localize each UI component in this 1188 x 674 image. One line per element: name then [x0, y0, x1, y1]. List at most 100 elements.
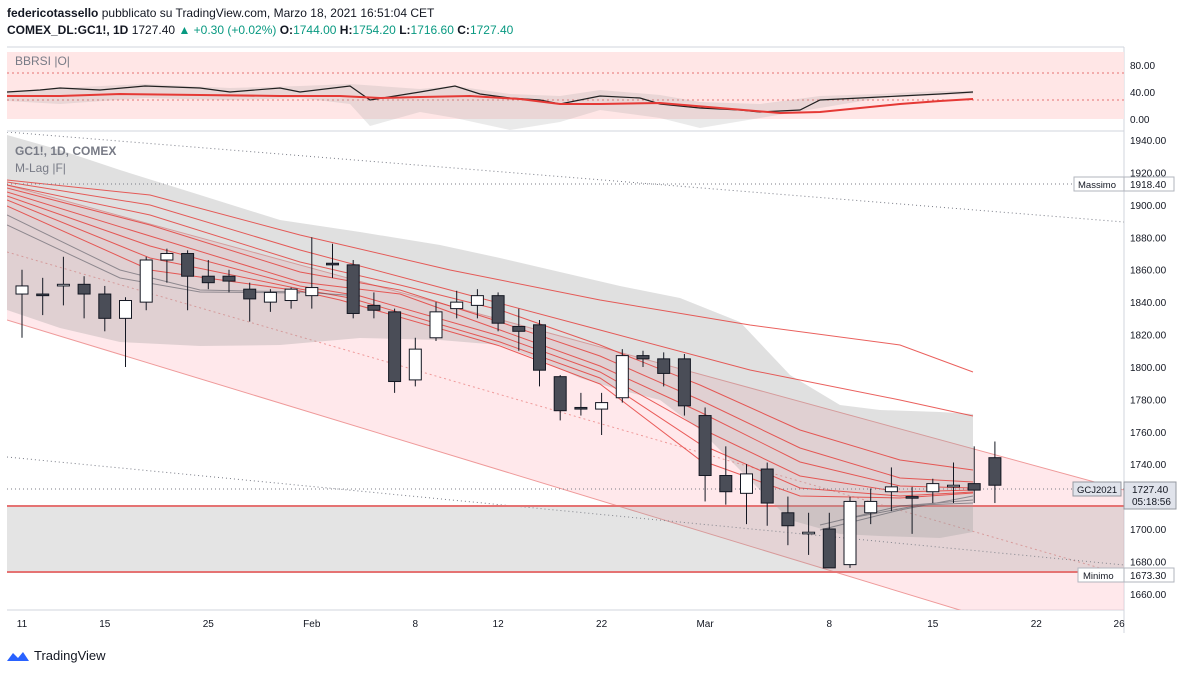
price-tick: 1660.00 — [1130, 590, 1167, 601]
price-tick: 1760.00 — [1130, 428, 1167, 439]
candle[interactable] — [615, 349, 629, 403]
candle[interactable] — [884, 467, 898, 512]
candle-body — [77, 283, 91, 295]
candle[interactable] — [947, 462, 960, 504]
price-tag: 1727.40 — [1132, 485, 1169, 496]
candle[interactable] — [77, 276, 91, 319]
candle-body — [491, 295, 505, 324]
candle[interactable] — [533, 319, 546, 387]
main-y-ticks: 1940.00 1920.00 1900.00 1880.00 1860.00 1840.… — [1130, 136, 1167, 601]
candle[interactable] — [36, 277, 50, 316]
time-tick: 11 — [17, 619, 28, 630]
candle[interactable] — [698, 407, 712, 502]
candle[interactable] — [905, 486, 919, 534]
minimo-label: Minimo — [1083, 571, 1114, 582]
candle[interactable] — [491, 292, 505, 332]
bbrsi-ticks: 80.00 40.00 0.00 — [1130, 61, 1155, 126]
high-value: 1754.20 — [352, 23, 396, 37]
candle[interactable] — [326, 243, 339, 278]
candle[interactable] — [388, 308, 402, 393]
candle[interactable] — [56, 256, 70, 306]
mlag-ribbon — [7, 179, 974, 499]
candle[interactable] — [346, 260, 360, 319]
candle[interactable] — [657, 352, 671, 387]
candle-body — [181, 253, 195, 277]
candle[interactable] — [160, 248, 174, 283]
candle-body — [284, 288, 298, 302]
candle[interactable] — [263, 289, 277, 312]
candle[interactable] — [284, 287, 298, 309]
candle[interactable] — [305, 237, 319, 309]
candle-body — [98, 293, 112, 319]
candle[interactable] — [15, 269, 29, 338]
publication-header: federicotassello pubblicato su TradingVi… — [7, 6, 434, 20]
candle[interactable] — [367, 292, 381, 319]
price-tick: 1840.00 — [1130, 298, 1167, 309]
candle[interactable] — [553, 375, 567, 421]
candle-body — [740, 473, 753, 494]
candle[interactable] — [926, 478, 940, 504]
price-tick: 1880.00 — [1130, 233, 1167, 244]
candle[interactable] — [967, 446, 981, 504]
candles — [15, 237, 1002, 569]
price-tick: 1700.00 — [1130, 525, 1167, 536]
candle[interactable] — [988, 441, 1002, 504]
candle[interactable] — [408, 337, 422, 387]
candle[interactable] — [677, 353, 691, 416]
price-tick: 1780.00 — [1130, 395, 1167, 406]
time-tick: 22 — [596, 619, 608, 630]
tradingview-logo-icon — [7, 651, 29, 661]
candle[interactable] — [843, 496, 857, 568]
time-tick: 15 — [927, 619, 939, 630]
minimo-tag: Minimo 1673.30 — [1077, 567, 1175, 583]
candle[interactable] — [595, 392, 609, 436]
time-tick: Mar — [696, 619, 714, 630]
price-tick: 1900.00 — [1130, 201, 1167, 212]
price-tick: 1920.00 — [1130, 169, 1167, 180]
candle[interactable] — [802, 512, 816, 555]
candle[interactable] — [181, 250, 195, 311]
candle-body — [719, 475, 733, 493]
candle[interactable] — [719, 446, 733, 505]
candle-body — [781, 512, 795, 527]
candle-body — [222, 275, 236, 282]
bbrsi-tick-0: 0.00 — [1130, 115, 1150, 126]
candle[interactable] — [98, 285, 112, 332]
tradingview-brand[interactable]: TradingView — [6, 648, 106, 663]
support-zone — [7, 506, 1124, 572]
price-tick: 1940.00 — [1130, 136, 1167, 147]
candle[interactable] — [470, 289, 484, 319]
main-symbol-label: GC1!, 1D, COMEX — [15, 144, 116, 158]
candle[interactable] — [429, 302, 443, 342]
candle[interactable] — [636, 350, 650, 367]
candle[interactable] — [740, 464, 753, 525]
candle[interactable] — [822, 512, 836, 569]
candle[interactable] — [119, 297, 132, 367]
price-tick: 1820.00 — [1130, 331, 1167, 342]
time-tick: 26 — [1114, 619, 1126, 630]
candle-body — [636, 355, 650, 360]
candle[interactable] — [864, 488, 878, 525]
candle[interactable] — [760, 462, 774, 526]
author-name[interactable]: federicotassello — [7, 6, 99, 20]
candle-body — [388, 311, 402, 383]
candle-body — [243, 288, 257, 300]
candle[interactable] — [450, 290, 464, 319]
candle-body — [36, 293, 50, 297]
candle-body — [574, 406, 588, 410]
candle[interactable] — [222, 269, 236, 293]
open-value: 1744.00 — [293, 23, 337, 37]
ohlc-header: COMEX_DL:GC1!, 1D 1727.40 ▲ +0.30 (+0.02… — [7, 23, 513, 37]
low-value: 1716.60 — [410, 23, 454, 37]
price-tick: 1680.00 — [1130, 557, 1167, 568]
time-tick: 25 — [203, 619, 215, 630]
candle[interactable] — [201, 260, 215, 290]
candle[interactable] — [139, 256, 153, 311]
candle[interactable] — [574, 392, 588, 416]
mlag-label: M-Lag |F| — [15, 161, 66, 175]
candle[interactable] — [243, 282, 257, 322]
candle-body — [512, 325, 526, 332]
candle[interactable] — [781, 496, 795, 546]
candle[interactable] — [512, 308, 526, 351]
